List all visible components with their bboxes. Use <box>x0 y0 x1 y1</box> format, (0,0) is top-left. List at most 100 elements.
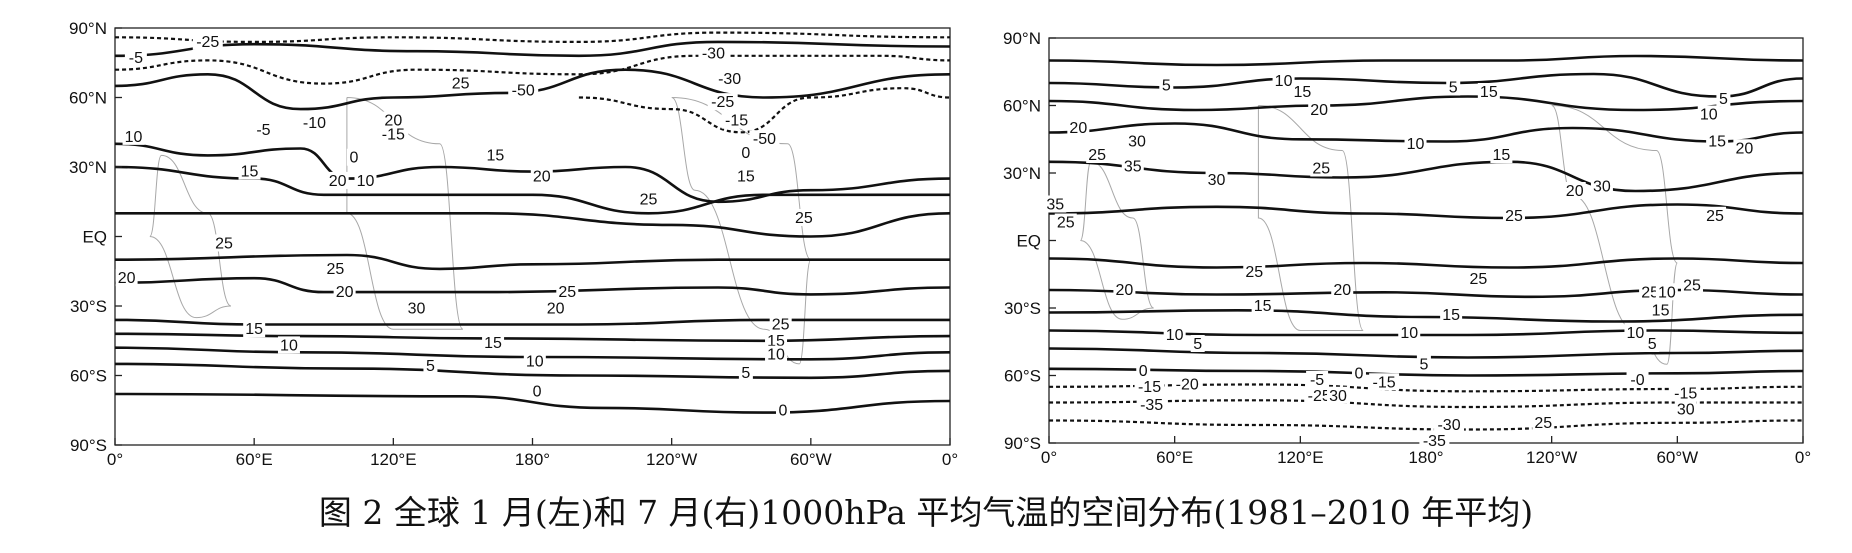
y-tick-label: 90°S <box>70 436 107 455</box>
contour-label: 20 <box>1069 120 1087 137</box>
contour-label: -50 <box>753 131 776 148</box>
y-tick-label: 60°S <box>1004 367 1041 386</box>
contour-label-halo <box>484 146 507 164</box>
contour-label-halo <box>1590 177 1613 195</box>
x-tick-label: 180° <box>1408 448 1443 467</box>
contour-label-halo <box>734 167 757 185</box>
contour-label: 15 <box>484 335 502 352</box>
contour-label: 10 <box>125 129 143 146</box>
contour-line <box>114 276 951 296</box>
contour-label-halo <box>738 364 753 382</box>
contour-line <box>114 392 951 414</box>
contour-label: 35 <box>1046 197 1064 214</box>
x-tick-label: 60°W <box>1656 448 1698 467</box>
contour-label: 20 <box>118 270 136 287</box>
contour-label: 25 <box>1683 278 1701 295</box>
contour-label: 10 <box>1275 73 1293 90</box>
coastline <box>1257 105 1364 331</box>
contour-label: -25 <box>1308 388 1331 405</box>
contour-label: 15 <box>737 168 755 185</box>
contour-label: 5 <box>1648 336 1657 353</box>
contour-label: -15 <box>1138 379 1161 396</box>
contour-label: -25 <box>711 94 734 111</box>
contour-label: 25 <box>1505 208 1523 225</box>
contour-label: -30 <box>1437 417 1460 434</box>
x-tick-label: 0° <box>107 450 123 469</box>
contour-label: 15 <box>1480 84 1498 101</box>
y-tick-label: 30°N <box>1003 164 1041 183</box>
contour-label-halo <box>115 269 138 287</box>
contour-label: 5 <box>1449 80 1458 97</box>
contour-label: 10 <box>357 173 375 190</box>
x-tick-label: 120°W <box>646 450 697 469</box>
contour-label: 30 <box>1677 401 1695 418</box>
contour-label: 25 <box>1245 264 1263 281</box>
contour-label-halo <box>1670 384 1701 402</box>
contour-label-halo <box>1645 335 1660 352</box>
contour-label-halo <box>530 382 545 400</box>
contour-label-halo <box>122 127 145 145</box>
contour-line <box>114 40 951 58</box>
contour-label: -10 <box>303 115 326 132</box>
contour-label: -0 <box>1630 372 1644 389</box>
contour-line <box>1048 203 1804 220</box>
contour-label-halo <box>1205 170 1228 188</box>
contour-label-halo <box>324 259 347 277</box>
contour-label: -15 <box>725 113 748 130</box>
contour-label: 25 <box>1312 161 1330 178</box>
contour-label: -5 <box>256 122 270 139</box>
contour-label: 20 <box>1566 183 1584 200</box>
contour-label-halo <box>482 334 505 352</box>
contour-label-halo <box>277 336 300 354</box>
contour-label-halo <box>1134 377 1165 395</box>
contour-label-halo <box>1272 71 1295 89</box>
x-tick-label: 0° <box>942 450 958 469</box>
contour-label-halo <box>769 315 792 333</box>
contour-label-halo <box>192 32 223 50</box>
contour-line-negative <box>1048 399 1803 409</box>
contour-label: 10 <box>1658 284 1676 301</box>
contour-label: 10 <box>1407 136 1425 153</box>
contour-label: 25 <box>1641 284 1659 301</box>
figure-caption: 图 2 全球 1 月(左)和 7 月(右)1000hPa 平均气温的空间分布(1… <box>318 493 1534 532</box>
contour-label-halo <box>1398 323 1421 341</box>
contour-label: 15 <box>1493 147 1511 164</box>
contour-label-halo <box>1467 269 1490 287</box>
contour-label: 5 <box>1719 91 1728 108</box>
contour-label-halo <box>765 331 788 349</box>
contour-label: 20 <box>329 173 347 190</box>
contour-label-halo <box>1331 281 1354 298</box>
contour-label: 0 <box>741 145 750 162</box>
contour-label: 20 <box>336 284 354 301</box>
contour-label: 5 <box>741 365 750 382</box>
contour-label: -15 <box>1674 386 1697 403</box>
y-tick-label: 90°N <box>69 19 107 38</box>
contour-line <box>1048 122 1804 143</box>
y-tick-label: 30°N <box>69 158 107 177</box>
y-tick-label: 60°N <box>1003 97 1041 116</box>
contour-label-halo <box>1704 206 1727 224</box>
x-tick-label: 60°E <box>1156 448 1193 467</box>
contour-label-halo <box>1136 395 1167 413</box>
contour-label-halo <box>1477 83 1500 100</box>
contour-line <box>1048 308 1804 323</box>
contour-label-halo <box>1163 326 1186 343</box>
contour-label-halo <box>1308 101 1331 118</box>
contour-label-halo <box>1706 132 1729 150</box>
contour-label: 25 <box>1534 415 1552 432</box>
contour-label: 15 <box>241 164 259 181</box>
contour-line <box>114 253 950 271</box>
contour-label: 10 <box>280 337 298 354</box>
contour-line <box>1048 347 1804 359</box>
x-tick-label: 120°E <box>1277 448 1324 467</box>
contour-label: -20 <box>1176 377 1199 394</box>
contour-line <box>114 142 951 204</box>
contour-label-halo <box>354 171 377 189</box>
x-tick-label: 0° <box>1795 448 1811 467</box>
y-tick-label: 60°S <box>70 367 107 386</box>
coastline <box>671 97 812 365</box>
y-tick-label: 90°S <box>1004 434 1041 453</box>
